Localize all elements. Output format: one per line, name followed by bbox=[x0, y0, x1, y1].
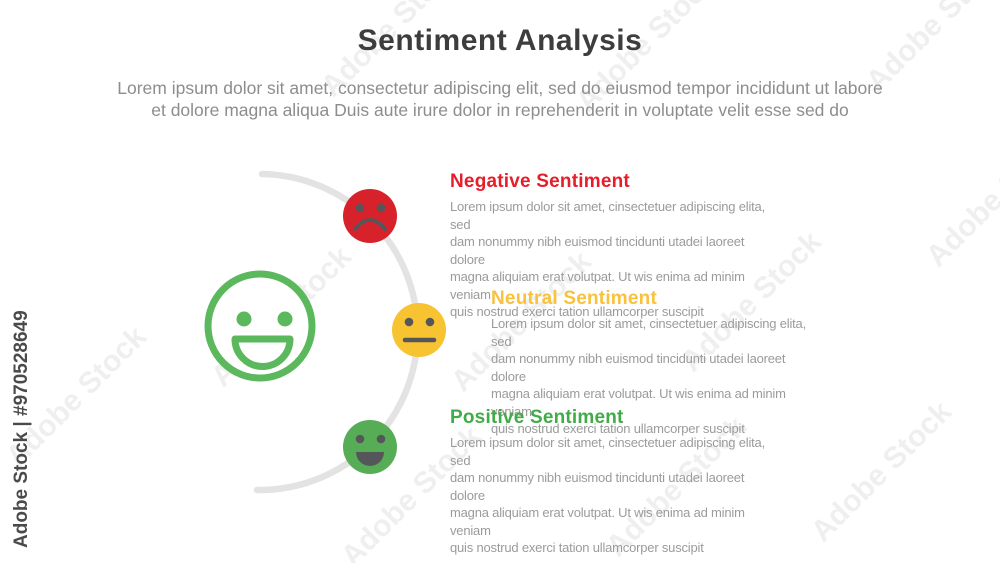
sad-face-mouth bbox=[353, 218, 387, 231]
happy-face-left-eye bbox=[355, 434, 365, 444]
negative-sentiment-heading: Negative Sentiment bbox=[450, 171, 630, 192]
big-smiley-right-eye bbox=[277, 311, 293, 327]
section-neutral-sentiment: Neutral Sentiment Lorem ipsum dolor sit … bbox=[491, 289, 821, 438]
happy-face-icon bbox=[343, 420, 397, 474]
sad-face-right-eye bbox=[376, 203, 386, 213]
section-positive-sentiment: Positive Sentiment Lorem ipsum dolor sit… bbox=[450, 408, 780, 557]
page-subtitle: Lorem ipsum dolor sit amet, consectetur … bbox=[117, 78, 883, 120]
neutral-sentiment-body: Lorem ipsum dolor sit amet, cinsectetuer… bbox=[491, 316, 806, 436]
negative-sentiment-body: Lorem ipsum dolor sit amet, cinsectetuer… bbox=[450, 199, 765, 319]
neutral-face-circle bbox=[392, 303, 446, 357]
sad-face-left-eye bbox=[355, 203, 365, 213]
positive-sentiment-heading: Positive Sentiment bbox=[450, 407, 624, 428]
sad-face-circle bbox=[343, 189, 397, 243]
neutral-face-left-eye bbox=[404, 317, 414, 327]
neutral-face-icon bbox=[392, 303, 446, 357]
happy-face-right-eye bbox=[376, 434, 386, 444]
big-smiley-left-eye bbox=[236, 311, 252, 327]
happy-face-mouth bbox=[356, 452, 384, 466]
positive-sentiment-body: Lorem ipsum dolor sit amet, cinsectetuer… bbox=[450, 435, 765, 555]
happy-face-circle bbox=[343, 420, 397, 474]
section-negative-sentiment: Negative Sentiment Lorem ipsum dolor sit… bbox=[450, 172, 780, 321]
neutral-sentiment-heading: Neutral Sentiment bbox=[491, 288, 657, 309]
neutral-face-right-eye bbox=[425, 317, 435, 327]
big-smiley-mouth bbox=[231, 335, 294, 370]
sad-face-icon bbox=[343, 189, 397, 243]
big-smiley-icon bbox=[204, 270, 316, 382]
page-title: Sentiment Analysis bbox=[357, 24, 643, 57]
